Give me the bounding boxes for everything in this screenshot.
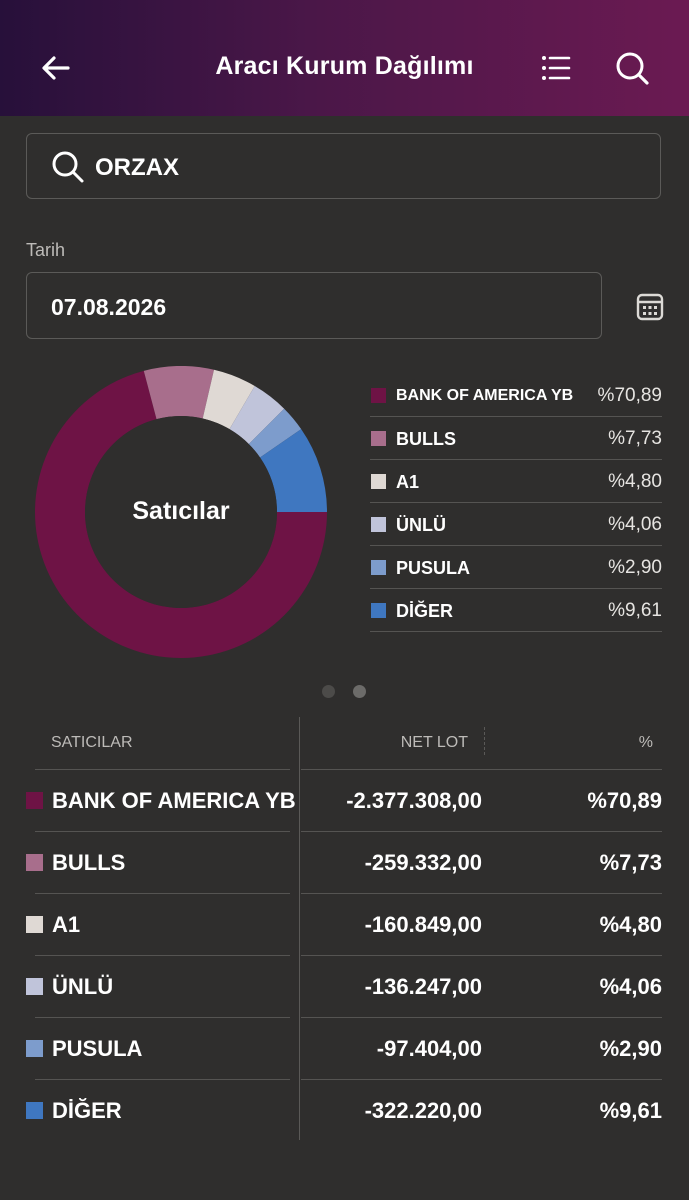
- donut-slice-1[interactable]: [35, 370, 327, 658]
- search-value: ORZAX: [95, 154, 179, 181]
- legend-item: BANK OF AMERICA YB %70,89: [370, 374, 662, 417]
- row-divider: [301, 1017, 662, 1018]
- row-seller-name: DİĞER: [52, 1098, 122, 1123]
- legend-item: ÜNLÜ %4,06: [370, 503, 662, 546]
- legend-swatch: [371, 603, 386, 618]
- legend-label: PUSULA: [396, 558, 471, 578]
- row-percent: %9,61: [599, 1098, 662, 1123]
- table-column-divider: [299, 717, 300, 1140]
- donut-slice-4[interactable]: [229, 385, 285, 445]
- row-color-swatch: [26, 978, 43, 995]
- legend-label: A1: [396, 472, 420, 492]
- calendar-button[interactable]: [634, 291, 666, 323]
- donut-slice-5[interactable]: [248, 408, 302, 458]
- row-seller-name: A1: [52, 912, 81, 937]
- row-divider: [35, 769, 290, 770]
- legend-swatch: [371, 431, 386, 446]
- legend-label: DİĞER: [396, 601, 454, 621]
- legend-swatch: [371, 388, 386, 403]
- list-view-button[interactable]: [536, 48, 576, 88]
- legend-value: %4,80: [608, 471, 662, 492]
- date-field[interactable]: 07.08.2026: [26, 272, 602, 339]
- table-row[interactable]: A1 -160.849,00 %4,80: [0, 893, 689, 955]
- donut-slice-6[interactable]: [260, 429, 327, 512]
- legend-value: %70,89: [597, 385, 662, 406]
- row-seller-name: BANK OF AMERICA YB: [52, 788, 296, 813]
- search-icon: [616, 52, 649, 85]
- column-header-net-lot[interactable]: NET LOT: [400, 734, 468, 751]
- page-title: Aracı Kurum Dağılımı: [215, 52, 474, 80]
- legend-item: PUSULA %2,90: [370, 546, 662, 589]
- donut-slice-2[interactable]: [143, 366, 214, 420]
- legend-item: DİĞER %9,61: [370, 589, 662, 632]
- row-seller-name: BULLS: [52, 850, 126, 875]
- donut-slice-3[interactable]: [202, 369, 255, 430]
- row-percent: %70,89: [587, 788, 662, 813]
- row-divider: [35, 1079, 290, 1080]
- row-color-swatch: [26, 1102, 43, 1119]
- row-net-lot: -136.247,00: [364, 974, 482, 999]
- row-seller-name: PUSULA: [52, 1036, 143, 1061]
- legend-label: BULLS: [396, 429, 456, 449]
- chart-legend: BANK OF AMERICA YB %70,89 BULLS %7,73 A1 %4,8…: [370, 374, 662, 632]
- legend-item: A1 %4,80: [370, 460, 662, 503]
- row-percent: %7,73: [599, 850, 662, 875]
- row-color-swatch: [26, 854, 43, 871]
- row-color-swatch: [26, 1040, 43, 1057]
- row-net-lot: -160.849,00: [364, 912, 482, 937]
- row-divider: [301, 1079, 662, 1080]
- donut-center-label: Satıcılar: [132, 497, 230, 525]
- row-net-lot: -259.332,00: [364, 850, 482, 875]
- table-row[interactable]: PUSULA -97.404,00 %2,90: [0, 1017, 689, 1079]
- sellers-donut-chart: [35, 366, 327, 658]
- date-label: Tarih: [26, 240, 66, 260]
- app-header: Aracı Kurum Dağılımı: [0, 0, 689, 116]
- legend-item: BULLS %7,73: [370, 417, 662, 460]
- legend-label: BANK OF AMERICA YB: [396, 387, 574, 404]
- legend-value: %9,61: [608, 600, 662, 621]
- search-button[interactable]: [612, 48, 652, 88]
- legend-swatch: [371, 474, 386, 489]
- table-row[interactable]: BANK OF AMERICA YB -2.377.308,00 %70,89: [0, 769, 689, 831]
- back-button[interactable]: [36, 48, 76, 88]
- row-net-lot: -322.220,00: [364, 1098, 482, 1123]
- row-percent: %4,06: [599, 974, 662, 999]
- legend-label: ÜNLÜ: [396, 515, 446, 535]
- search-icon: [52, 151, 84, 183]
- legend-value: %7,73: [608, 428, 662, 449]
- legend-value: %4,06: [608, 514, 662, 535]
- symbol-search-field[interactable]: ORZAX: [26, 133, 661, 199]
- row-divider: [35, 1017, 290, 1018]
- date-value: 07.08.2026: [51, 294, 167, 320]
- table-row[interactable]: DİĞER -322.220,00 %9,61: [0, 1079, 689, 1141]
- row-divider: [301, 831, 662, 832]
- row-net-lot: -97.404,00: [376, 1036, 482, 1061]
- legend-value: %2,90: [608, 557, 662, 578]
- page-dot-2[interactable]: [353, 685, 366, 698]
- list-icon: [542, 56, 571, 80]
- row-divider: [35, 831, 290, 832]
- table-row[interactable]: ÜNLÜ -136.247,00 %4,06: [0, 955, 689, 1017]
- row-divider: [301, 893, 662, 894]
- page-dot-1[interactable]: [322, 685, 335, 698]
- calendar-icon: [636, 293, 664, 321]
- column-header-sellers[interactable]: SATICILAR: [51, 734, 133, 751]
- legend-swatch: [371, 560, 386, 575]
- row-seller-name: ÜNLÜ: [52, 974, 114, 999]
- row-percent: %4,80: [599, 912, 662, 937]
- row-color-swatch: [26, 916, 43, 933]
- row-percent: %2,90: [599, 1036, 662, 1061]
- row-divider: [301, 955, 662, 956]
- table-row[interactable]: BULLS -259.332,00 %7,73: [0, 831, 689, 893]
- row-net-lot: -2.377.308,00: [346, 788, 482, 813]
- row-divider: [35, 893, 290, 894]
- row-divider: [35, 955, 290, 956]
- legend-swatch: [371, 517, 386, 532]
- header-column-divider: [484, 727, 485, 755]
- row-divider: [301, 769, 662, 770]
- arrow-left-icon: [42, 56, 70, 80]
- column-header-percent[interactable]: %: [638, 734, 653, 751]
- row-color-swatch: [26, 792, 43, 809]
- donut-hole: [85, 416, 277, 608]
